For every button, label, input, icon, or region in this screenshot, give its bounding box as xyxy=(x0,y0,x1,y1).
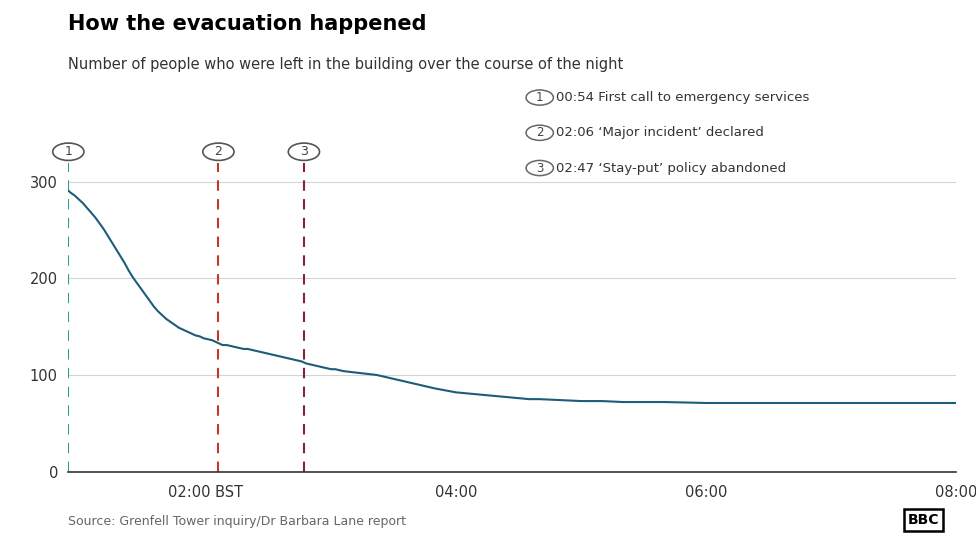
Text: 2: 2 xyxy=(536,126,544,139)
Text: How the evacuation happened: How the evacuation happened xyxy=(68,14,427,34)
Text: 1: 1 xyxy=(64,145,72,158)
Text: 00:54 First call to emergency services: 00:54 First call to emergency services xyxy=(556,91,810,104)
Text: 3: 3 xyxy=(300,145,307,158)
Text: 02:06 ‘Major incident’ declared: 02:06 ‘Major incident’ declared xyxy=(556,126,764,139)
Text: 02:47 ‘Stay-put’ policy abandoned: 02:47 ‘Stay-put’ policy abandoned xyxy=(556,162,787,175)
Text: Number of people who were left in the building over the course of the night: Number of people who were left in the bu… xyxy=(68,57,624,72)
Text: 2: 2 xyxy=(215,145,223,158)
Text: Source: Grenfell Tower inquiry/Dr Barbara Lane report: Source: Grenfell Tower inquiry/Dr Barbar… xyxy=(68,515,406,528)
Text: 1: 1 xyxy=(536,91,544,104)
Text: BBC: BBC xyxy=(908,513,939,527)
Text: 3: 3 xyxy=(536,162,544,175)
